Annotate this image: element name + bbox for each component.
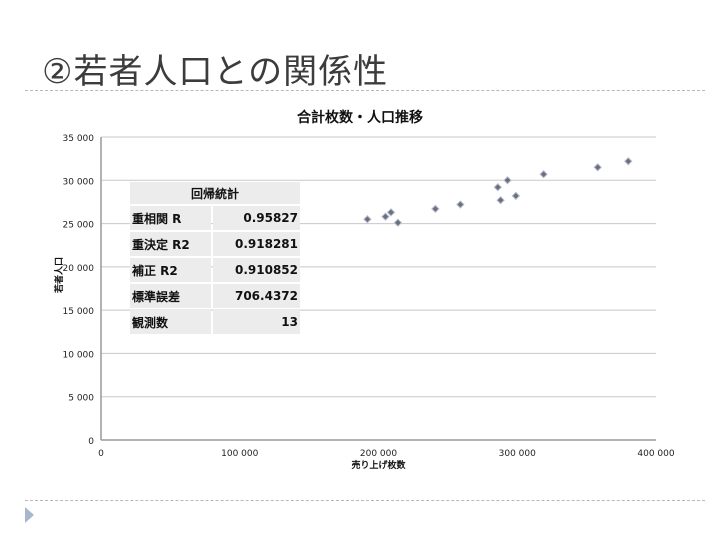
divider [25, 90, 705, 91]
data-point [593, 163, 602, 172]
x-axis-label: 売り上げ枚数 [351, 459, 406, 471]
triangle-bullet-icon [25, 507, 34, 523]
row-value: 0.95827 [212, 206, 300, 230]
data-point [363, 215, 372, 224]
data-point [493, 183, 503, 192]
data-point [386, 208, 396, 217]
data-point [381, 212, 390, 221]
data-point [503, 176, 512, 185]
divider [25, 500, 705, 501]
data-point [456, 200, 465, 209]
row-value: 0.910852 [212, 258, 300, 282]
y-tick-label: 10 000 [63, 350, 95, 360]
table-row: 標準誤差 706.4372 [130, 284, 300, 308]
regression-table: 回帰統計 重相関 R 0.95827 重決定 R2 0.918281 補正 R2 0.… [128, 180, 302, 336]
x-tick-label: 200 000 [360, 449, 397, 459]
row-label: 重決定 R2 [130, 232, 211, 256]
table-row: 補正 R2 0.910852 [130, 258, 300, 282]
data-point [624, 157, 633, 166]
y-tick-label: 20 000 [63, 264, 95, 274]
x-tick-label: 100 000 [221, 449, 258, 459]
y-axis-label: 若者人口 [53, 257, 65, 294]
row-label: 観測数 [130, 310, 211, 334]
y-tick-label: 25 000 [63, 221, 95, 231]
x-tick-label: 300 000 [499, 449, 536, 459]
row-label: 補正 R2 [130, 258, 211, 282]
data-point [393, 218, 403, 227]
table-header: 回帰統計 [130, 182, 300, 204]
y-tick-label: 5 000 [68, 394, 94, 404]
data-point [539, 170, 548, 179]
table-row: 重相関 R 0.95827 [130, 206, 300, 230]
table-row: 観測数 13 [130, 310, 300, 334]
x-tick-label: 0 [98, 449, 104, 459]
row-label: 標準誤差 [130, 284, 211, 308]
table-row: 重決定 R2 0.918281 [130, 232, 300, 256]
slide-title: ②若者人口との関係性 [42, 52, 389, 92]
data-point [496, 195, 505, 205]
data-point [431, 204, 440, 214]
chart-title: 合計枚数・人口推移 [297, 109, 423, 126]
data-point [511, 191, 521, 201]
row-value: 0.918281 [212, 232, 300, 256]
y-tick-label: 15 000 [63, 307, 95, 317]
row-label: 重相関 R [130, 206, 211, 230]
x-tick-label: 400 000 [637, 449, 674, 459]
y-tick-label: 30 000 [63, 177, 95, 187]
y-tick-label: 0 [88, 437, 94, 447]
y-tick-label: 35 000 [63, 134, 95, 144]
row-value: 706.4372 [212, 284, 300, 308]
row-value: 13 [212, 310, 300, 334]
